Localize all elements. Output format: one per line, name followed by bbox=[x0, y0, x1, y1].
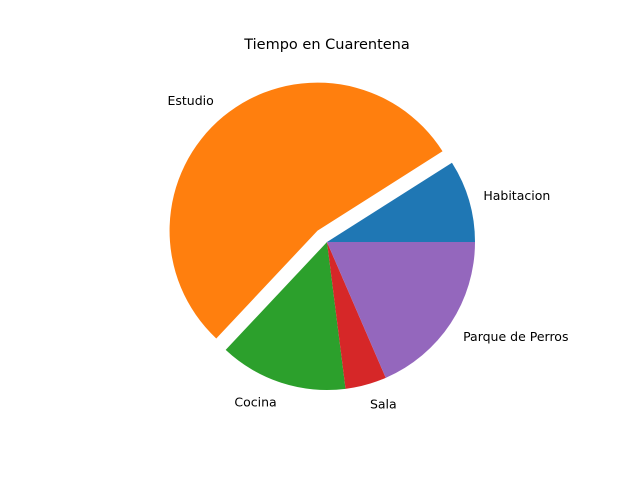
pie-slice-habitacion bbox=[327, 162, 475, 242]
pie-label-habitacion: Habitacion bbox=[483, 188, 550, 203]
pie-slice-parque-de-perros bbox=[327, 242, 475, 378]
pie-slice-estudio bbox=[169, 82, 443, 339]
pie-labels: Habitacion Estudio Cocina Sala Parque de Per… bbox=[167, 93, 568, 411]
pie-label-cocina: Cocina bbox=[234, 394, 276, 409]
pie-label-sala: Sala bbox=[370, 397, 397, 412]
chart-title: Tiempo en Cuarentena bbox=[243, 37, 410, 53]
pie-slice-cocina bbox=[225, 242, 346, 391]
pie-slice-sala bbox=[327, 242, 386, 389]
pie-label-parque-de-perros: Parque de Perros bbox=[463, 329, 568, 344]
pie-label-estudio: Estudio bbox=[167, 93, 213, 108]
pie-slices bbox=[169, 82, 475, 391]
